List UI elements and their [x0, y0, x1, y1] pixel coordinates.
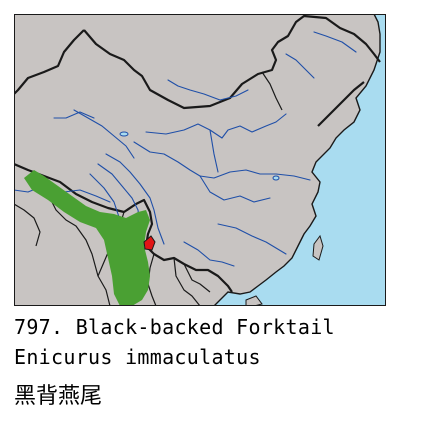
taiwan-island — [312, 234, 324, 261]
species-english-name: Black-backed Forktail — [75, 315, 335, 339]
species-range — [24, 170, 150, 306]
highlight-area — [143, 235, 156, 251]
range-map — [14, 14, 386, 306]
country-borders — [14, 71, 283, 306]
lake — [119, 131, 129, 137]
map-border — [14, 14, 386, 306]
coastline — [213, 14, 381, 306]
species-chinese-name: 黑背燕尾 — [14, 384, 103, 409]
china-border — [14, 14, 381, 127]
species-title: 797. Black-backed Forktail — [14, 315, 335, 339]
species-scientific-name: Enicurus immaculatus — [14, 345, 261, 369]
species-number: 797. — [14, 315, 64, 339]
lake — [272, 175, 280, 181]
china-south-border — [14, 162, 233, 293]
